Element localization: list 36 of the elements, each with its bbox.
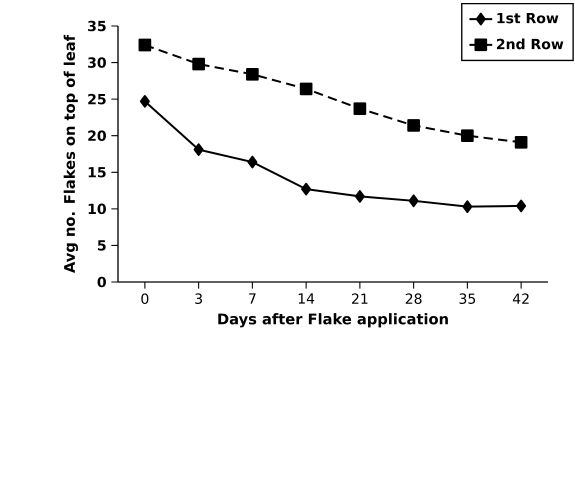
point: [514, 136, 528, 149]
point: [246, 68, 259, 81]
x-tick-label: 21: [352, 293, 368, 304]
point: [247, 156, 258, 168]
y-tick-label: 0: [98, 276, 106, 288]
point: [354, 102, 366, 115]
point: [408, 194, 419, 208]
x-tick-label: 35: [460, 293, 476, 304]
point: [301, 182, 312, 196]
x-tick-label: 3: [195, 293, 202, 304]
x-tick-label: 14: [298, 293, 314, 304]
point: [354, 190, 365, 203]
y-tick-label: 20: [88, 130, 106, 141]
y-tick-label: 10: [88, 204, 106, 214]
point: [461, 129, 474, 142]
point: [192, 58, 205, 70]
y-axis-title: Avg no. Flakes on top of leaf: [64, 34, 78, 273]
point: [407, 119, 420, 132]
y-tick-label: 35: [88, 20, 106, 32]
x-tick-label: 28: [406, 293, 422, 304]
legend-label: 2nd Row: [496, 38, 564, 50]
x-axis-title: Days after Flake application: [218, 313, 448, 328]
point: [516, 200, 526, 212]
legend-label: 1st Row: [497, 12, 558, 24]
y-tick-label: 25: [88, 94, 106, 104]
point: [462, 200, 472, 213]
y-tick-label: 30: [88, 57, 106, 68]
point: [140, 95, 150, 108]
x-tick-label: 42: [512, 293, 529, 304]
point: [138, 38, 152, 52]
y-tick-label: 5: [98, 240, 106, 251]
y-tick-label: 15: [88, 167, 106, 178]
point: [194, 143, 204, 156]
x-tick-label: 0: [141, 293, 148, 304]
x-tick-label: 7: [249, 293, 256, 304]
point: [300, 82, 312, 96]
